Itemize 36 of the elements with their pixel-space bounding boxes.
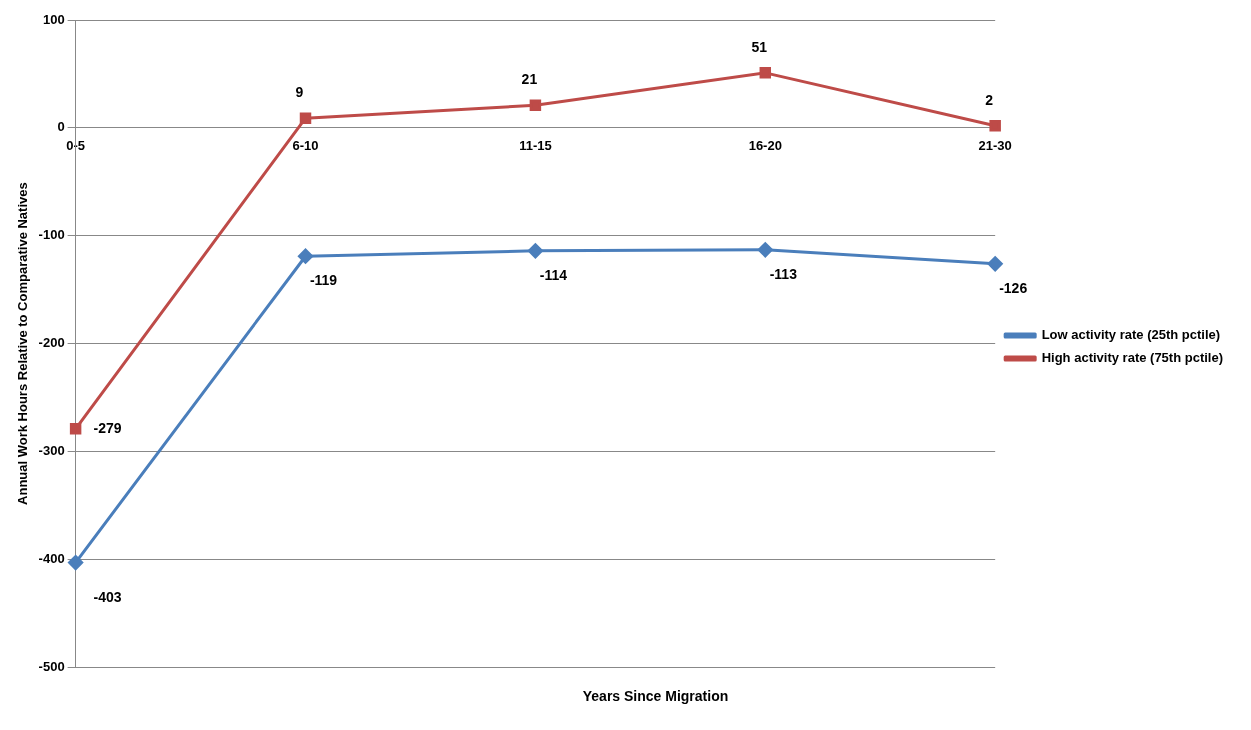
data-label: 2 [985, 91, 994, 108]
x-tick-label: 21-30 [978, 138, 1012, 154]
point [757, 242, 773, 258]
y-tick-label: -400 [38, 550, 65, 566]
point [527, 243, 543, 259]
data-label: 51 [751, 38, 768, 55]
point [987, 256, 1003, 272]
point [68, 555, 84, 571]
x-tick-label: 11-15 [519, 138, 552, 154]
x-tick-label: 0-5 [66, 138, 86, 154]
data-label: -403 [93, 589, 122, 606]
point [759, 67, 772, 79]
y-tick-label: 0 [57, 119, 65, 135]
data-label: -114 [539, 266, 568, 283]
data-label: 9 [295, 84, 304, 101]
x-axis-title: Years Since Migration [581, 688, 730, 704]
x-tick-label: 6-10 [292, 138, 319, 154]
point [529, 99, 542, 111]
point [299, 112, 312, 124]
data-label: 21 [521, 71, 538, 88]
point [69, 423, 82, 435]
data-label: -279 [93, 419, 122, 436]
point [989, 119, 1001, 132]
y-tick-label: -200 [38, 335, 65, 351]
y-tick-label: -300 [38, 443, 65, 459]
data-label: -126 [999, 279, 1028, 296]
legend-label: Low activity rate (25th pctile) [1041, 327, 1221, 343]
point [298, 248, 314, 264]
data-label: -113 [769, 265, 798, 282]
legend-label: High activity rate (75th pctile) [1041, 350, 1224, 366]
data-label: -119 [309, 272, 338, 289]
y-tick-label: -100 [38, 227, 65, 243]
y-tick-label: -500 [38, 658, 65, 674]
y-tick-label: 100 [42, 11, 65, 27]
x-tick-label: 16-20 [748, 138, 782, 154]
y-axis-title: Annual Work Hours Relative to Comparative Natives [15, 182, 31, 505]
